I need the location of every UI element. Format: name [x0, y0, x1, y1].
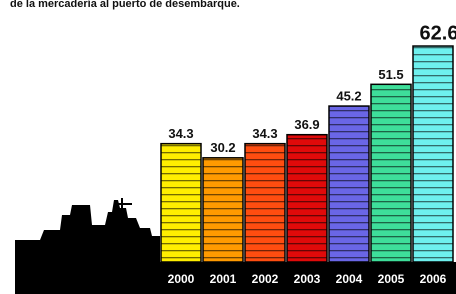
value-label: 34.3 [252, 126, 277, 141]
bar-stripes [245, 144, 285, 262]
bar-stripes [329, 106, 369, 262]
chart-title: de la mercadería al puerto de desembarqu… [10, 0, 240, 10]
value-label: 45.2 [336, 88, 361, 103]
value-label: 30.2 [210, 140, 235, 155]
value-label: 34.3 [168, 126, 193, 141]
x-tick-label: 2004 [336, 272, 363, 286]
value-label: 62.6 [420, 22, 456, 44]
ship-silhouette [15, 200, 160, 262]
chart: de la mercadería al puerto de desembarqu… [0, 0, 456, 294]
bars [161, 46, 453, 262]
x-tick-label: 2002 [252, 272, 279, 286]
bar-stripes [413, 46, 453, 262]
x-tick-label: 2005 [378, 272, 405, 286]
bar-stripes [203, 158, 243, 262]
x-tick-label: 2006 [420, 272, 447, 286]
value-label: 51.5 [378, 67, 403, 82]
x-tick-label: 2001 [210, 272, 237, 286]
bar-stripes [371, 84, 411, 262]
bar-stripes [161, 144, 201, 262]
bar-stripes [287, 135, 327, 262]
x-tick-label: 2000 [168, 272, 195, 286]
x-tick-label: 2003 [294, 272, 321, 286]
value-label: 36.9 [294, 117, 319, 132]
